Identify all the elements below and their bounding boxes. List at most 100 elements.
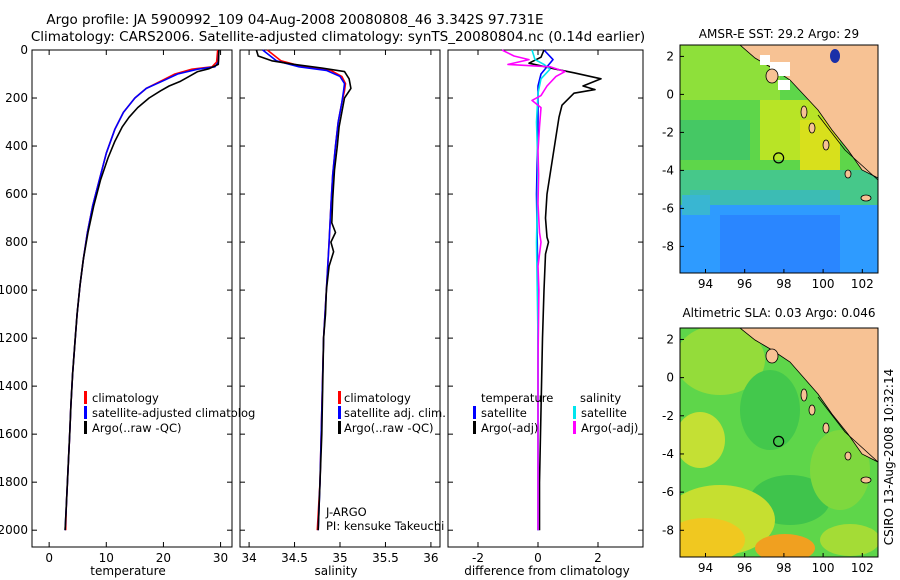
y-tick-label: 200 xyxy=(5,91,28,105)
difference-xlabel: difference from climatology xyxy=(464,564,630,578)
x-tick-label: 34 xyxy=(241,551,256,565)
map-y-tick-label: -6 xyxy=(662,201,674,215)
legend-swatch-satellite xyxy=(338,406,341,419)
map-y-tick-label: -4 xyxy=(662,447,674,461)
map-x-tick-label: 100 xyxy=(812,561,835,575)
y-tick-label: 1000 xyxy=(0,283,28,297)
series-line-salinity-1 xyxy=(262,49,346,531)
sla-map-land xyxy=(739,328,878,484)
x-tick-label: 2 xyxy=(594,551,602,565)
legend-header-temperature: temperature xyxy=(481,391,553,405)
map-x-tick-label: 102 xyxy=(851,561,874,575)
argo-location-marker xyxy=(773,435,785,447)
map-x-tick-label: 102 xyxy=(851,277,874,291)
x-tick-label: 30 xyxy=(213,551,228,565)
salinity-annotation-program: J-ARGO xyxy=(325,505,367,519)
axis-ticks-layer: 0 10 20 30020040060080010001200140016001800… xyxy=(0,43,874,575)
map-x-tick-label: 94 xyxy=(698,277,713,291)
temperature-panel-frame xyxy=(31,49,233,548)
map-x-tick-label: 100 xyxy=(812,277,835,291)
legend-swatch-sal-argo xyxy=(573,421,576,434)
legend-label: satellite adj. clim. xyxy=(344,406,446,420)
y-tick-label: 0 xyxy=(20,43,28,57)
sla-map-field xyxy=(680,328,878,557)
legend-swatch-climatology xyxy=(84,391,87,404)
map-y-tick-label: -2 xyxy=(662,409,674,423)
legend-swatch-climatology xyxy=(338,391,341,404)
y-tick-label: 1600 xyxy=(0,427,28,441)
series-line-temperature-1 xyxy=(64,49,220,531)
map-y-tick-label: 2 xyxy=(666,49,674,63)
main-title-line1: Argo profile: JA 5900992_109 04-Aug-2008… xyxy=(46,12,543,28)
legend-header-salinity: salinity xyxy=(580,391,621,405)
legend-label: climatology xyxy=(344,391,411,405)
x-tick-label: 35 xyxy=(332,551,347,565)
map-y-tick-label: -6 xyxy=(662,485,674,499)
y-tick-label: 400 xyxy=(5,139,28,153)
map-y-tick-label: -4 xyxy=(662,163,674,177)
series-line-temperature-2 xyxy=(64,49,220,531)
map-x-tick-label: 96 xyxy=(737,561,752,575)
y-tick-label: 1800 xyxy=(0,475,28,489)
x-tick-label: 10 xyxy=(99,551,114,565)
map-y-tick-label: 0 xyxy=(666,87,674,101)
x-tick-label: 0 xyxy=(534,551,542,565)
legend-label: climatology xyxy=(92,391,159,405)
y-tick-label: 2000 xyxy=(0,523,28,537)
map-x-tick-label: 98 xyxy=(776,561,791,575)
y-tick-label: 800 xyxy=(5,235,28,249)
legend-label: satellite xyxy=(581,406,627,420)
legend-swatch-satellite xyxy=(84,406,87,419)
profile-lines-layer xyxy=(64,49,602,531)
main-title-line2: Climatology: CARS2006. Satellite-adjuste… xyxy=(31,29,645,45)
salinity-annotation-pi: PI: kensuke Takeuchi xyxy=(326,519,444,533)
sst-map-frame xyxy=(679,44,879,274)
sla-map-frame xyxy=(679,327,879,558)
map-markers-layer xyxy=(773,152,785,447)
salinity-xlabel: salinity xyxy=(314,564,357,578)
x-tick-label: 35.5 xyxy=(372,551,399,565)
series-line-difference-2 xyxy=(531,49,551,531)
series-line-temperature-0 xyxy=(64,49,219,531)
legend-swatch-temp-argo xyxy=(473,421,476,434)
sst-map-land xyxy=(739,45,878,202)
legend-label: satellite xyxy=(481,406,527,420)
x-tick-label: 34.5 xyxy=(281,551,308,565)
timestamp-label: CSIRO 13-Aug-2008 10:32:14 xyxy=(882,369,896,545)
legend-label: Argo(-adj) xyxy=(481,421,538,435)
series-line-salinity-0 xyxy=(266,49,347,531)
map-y-tick-label: -8 xyxy=(662,239,674,253)
legend-label: Argo(..raw -QC) xyxy=(92,421,182,435)
temperature-legend: climatology satellite-adjusted climatolo… xyxy=(84,391,255,435)
map-x-tick-label: 98 xyxy=(776,277,791,291)
legend-swatch-argo xyxy=(84,421,87,434)
temperature-xlabel: temperature xyxy=(90,564,165,578)
legend-swatch-argo xyxy=(338,421,341,434)
series-line-salinity-2 xyxy=(255,49,352,531)
map-x-tick-label: 96 xyxy=(737,277,752,291)
map-y-tick-label: -2 xyxy=(662,125,674,139)
map-y-tick-label: 2 xyxy=(666,332,674,346)
map-y-tick-label: 0 xyxy=(666,371,674,385)
difference-legend: temperature salinity satellite Argo(-adj… xyxy=(473,391,638,435)
sla-map-title: Altimetric SLA: 0.03 Argo: 0.046 xyxy=(682,306,875,320)
legend-label: satellite-adjusted climatolog xyxy=(92,406,255,420)
x-tick-label: 0 xyxy=(45,551,53,565)
map-y-tick-label: -8 xyxy=(662,523,674,537)
difference-panel-frame xyxy=(447,49,644,548)
legend-swatch-temp-satellite xyxy=(473,406,476,419)
legend-label: Argo(-adj) xyxy=(581,421,638,435)
series-line-difference-3 xyxy=(501,49,566,531)
map-x-tick-label: 94 xyxy=(698,561,713,575)
salinity-legend: climatology satellite adj. clim. Argo(..… xyxy=(325,391,446,533)
y-tick-label: 600 xyxy=(5,187,28,201)
series-line-difference-1 xyxy=(528,49,602,531)
sst-map-title: AMSR-E SST: 29.2 Argo: 29 xyxy=(699,27,859,41)
x-tick-label: 20 xyxy=(156,551,171,565)
x-tick-label: -2 xyxy=(472,551,484,565)
x-tick-label: 36 xyxy=(423,551,438,565)
legend-swatch-sal-satellite xyxy=(573,406,576,419)
y-tick-label: 1200 xyxy=(0,331,28,345)
legend-label: Argo(..raw -QC) xyxy=(344,421,434,435)
